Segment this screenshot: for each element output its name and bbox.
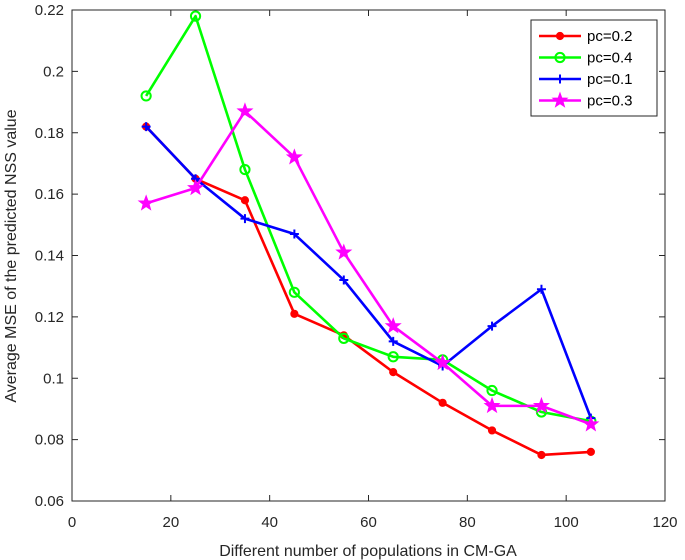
y-tick-label: 0.22 (35, 2, 64, 19)
data-point (536, 284, 546, 294)
y-tick-label: 0.14 (35, 248, 64, 265)
axes-layer: 0 20 40 60 80 100 120 0.06 0.08 0.1 0.12 0.14 0.16 0.… (35, 2, 678, 531)
series-pc-0-3 (137, 102, 600, 432)
x-tick-label: 100 (554, 514, 579, 531)
data-point (236, 102, 254, 119)
data-point (387, 351, 399, 363)
y-tick-label: 0.12 (35, 309, 64, 326)
data-point (288, 286, 300, 298)
series-line-pc-0-3 (145, 109, 592, 426)
y-tick-label: 0.2 (43, 63, 64, 80)
data-point (388, 336, 398, 346)
data-point (384, 317, 402, 334)
legend-item-pc-0-4: pc=0.4 (539, 50, 632, 67)
data-point (532, 396, 550, 414)
data-point (289, 229, 299, 239)
y-tick-label: 0.18 (35, 125, 64, 142)
data-point (487, 321, 497, 331)
data-point (137, 194, 155, 211)
series-pc-0-1 (141, 122, 596, 423)
data-point (582, 415, 600, 432)
legend-marker (555, 74, 565, 84)
data-point (189, 10, 202, 22)
data-point (240, 196, 250, 205)
series-line-pc-0-1 (145, 125, 593, 419)
data-point (537, 450, 546, 460)
legend: pc=0.2 pc=0.4 pc=0.1 pc=0.3 (530, 19, 658, 117)
legend-item-pc-0-2: pc=0.2 (539, 28, 632, 45)
data-point (285, 148, 303, 165)
data-point (338, 332, 350, 344)
data-point (290, 309, 299, 318)
x-tick-label: 80 (459, 514, 476, 531)
x-axis-label: Different number of populations in CM-GA (219, 543, 517, 560)
x-tick-label: 20 (162, 514, 179, 531)
data-point (240, 214, 250, 224)
legend-item-pc-0-3: pc=0.3 (539, 91, 632, 110)
data-point (339, 275, 349, 285)
data-point (389, 368, 398, 377)
y-tick-label: 0.1 (43, 370, 64, 387)
legend-item-pc-0-1: pc=0.1 (539, 71, 632, 88)
data-point (486, 384, 498, 397)
y-tick-label: 0.06 (35, 493, 64, 510)
data-point (140, 90, 152, 102)
y-tick-label: 0.16 (35, 186, 64, 203)
data-point (483, 396, 501, 414)
data-point (239, 163, 251, 176)
data-point (586, 447, 595, 456)
data-point (438, 398, 447, 407)
series-pc-0-4 (140, 10, 597, 427)
legend-label: pc=0.3 (587, 93, 632, 110)
series-line-pc-0-4 (145, 14, 592, 423)
y-axis-label: Average MSE of the predicted NSS value (3, 109, 20, 402)
legend-marker (554, 51, 566, 64)
series-layer (137, 10, 600, 460)
data-point (487, 426, 497, 435)
x-tick-label: 40 (261, 514, 278, 531)
y-tick-label: 0.08 (35, 432, 64, 449)
series-line-pc-0-2 (145, 125, 591, 457)
data-point (434, 353, 452, 371)
legend-marker (551, 91, 569, 108)
data-point (141, 122, 151, 132)
legend-label: pc=0.4 (587, 50, 632, 67)
series-pc-0-2 (142, 122, 595, 460)
data-point (335, 243, 353, 260)
legend-label: pc=0.2 (587, 28, 632, 45)
x-tick-label: 60 (360, 514, 377, 531)
data-point (187, 179, 205, 196)
x-tick-label: 120 (652, 514, 677, 531)
x-tick-label: 0 (68, 514, 76, 531)
legend-label: pc=0.1 (587, 71, 632, 88)
legend-marker (555, 31, 565, 41)
